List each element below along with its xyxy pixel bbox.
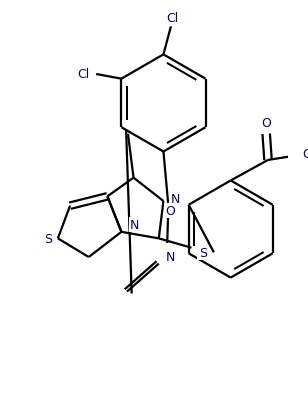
Text: N: N (171, 192, 180, 205)
Text: O: O (302, 147, 308, 161)
Text: Cl: Cl (77, 68, 89, 81)
Text: S: S (199, 246, 207, 259)
Text: N: N (130, 218, 139, 231)
Text: N: N (165, 250, 175, 263)
Text: O: O (261, 117, 271, 130)
Text: S: S (45, 232, 53, 245)
Text: Cl: Cl (167, 12, 179, 24)
Text: O: O (165, 204, 175, 217)
